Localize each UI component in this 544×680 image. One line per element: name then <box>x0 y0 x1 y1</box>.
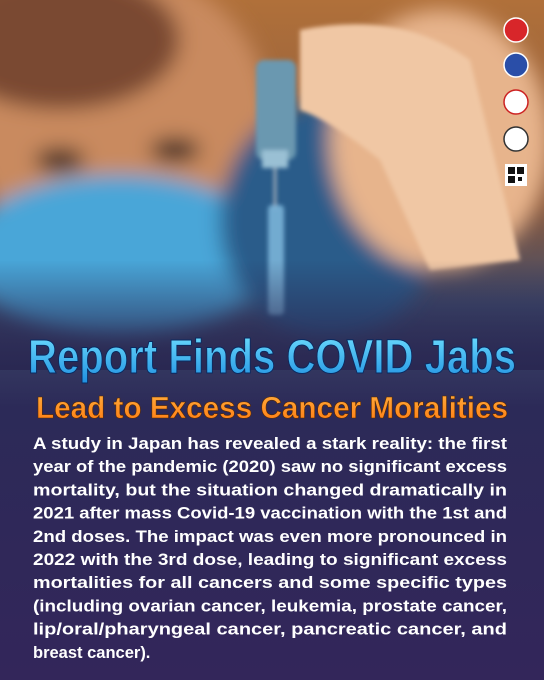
logo <box>503 17 529 43</box>
body-line: mortality, but the situation changed dra… <box>33 481 507 499</box>
logo-column <box>503 17 529 186</box>
body-text: A study in Japan has revealed a stark re… <box>33 435 508 662</box>
body-line: year of the pandemic (2020) saw no signi… <box>33 458 507 476</box>
body-line: 2nd doses. The impact was even more pron… <box>33 528 507 546</box>
body-line: (including ovarian cancer, leukemia, pro… <box>33 597 507 615</box>
body-line: 2022 with the 3rd dose, leading to signi… <box>33 551 507 569</box>
body-line: A study in Japan has revealed a stark re… <box>33 435 508 453</box>
body-line: 2021 after mass Covid-19 vaccination wit… <box>33 505 507 523</box>
headline-subtitle: Lead to Excess Cancer Moralities <box>36 390 508 425</box>
headline-title: Report Finds COVID Jabs <box>28 331 516 384</box>
logo <box>503 126 529 152</box>
body-line: mortalities for all cancers and some spe… <box>33 574 507 592</box>
body-line: lip/oral/pharyngeal cancer, pancreatic c… <box>33 621 507 639</box>
logo <box>503 52 529 78</box>
body-line: breast cancer). <box>33 644 150 662</box>
photo-fade <box>0 260 544 370</box>
logo <box>503 89 529 115</box>
